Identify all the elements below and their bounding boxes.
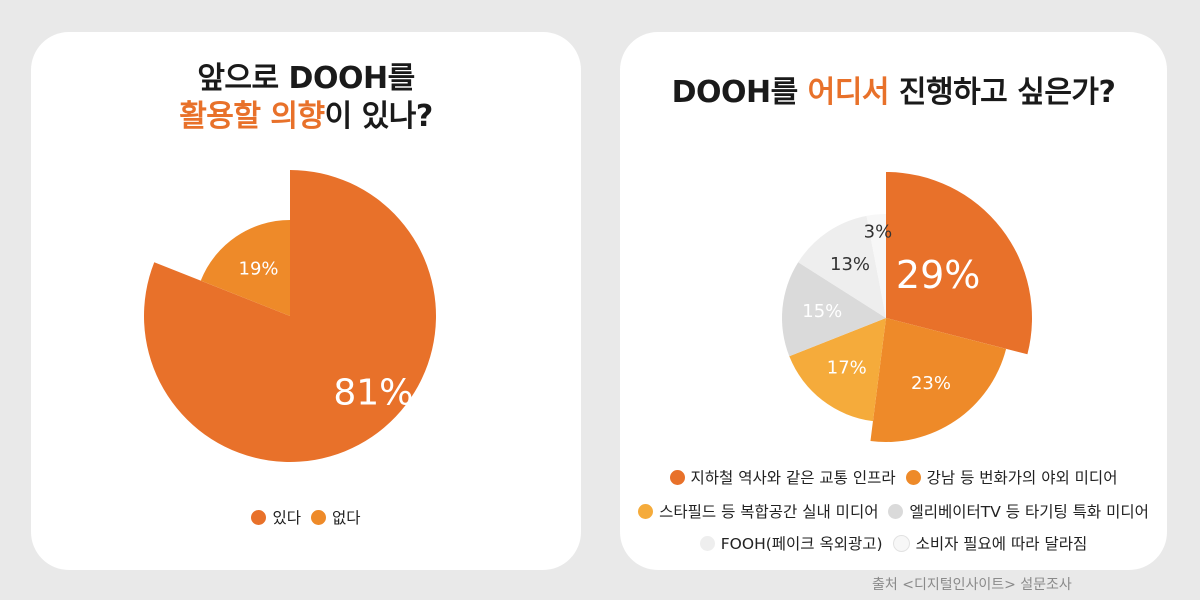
pie-location-slice-4 [782,262,886,357]
pie-location-label-2: 23% [911,373,951,394]
legend-dot-icon [311,509,326,525]
legend-dot-icon [888,503,904,519]
legend-dot-icon [251,509,267,525]
legend-dot-icon [638,503,654,519]
left-title-rest: 이 있나? [324,99,434,134]
legend-location-label-2: 강남 등 번화가의 야외 미디어 [926,469,1118,487]
legend-location-label-5: FOOH(페이크 옥외광고) [720,535,883,553]
right-title: DOOH를 어디서 진행하고 싶은가? [620,74,1167,112]
pie-location-slice-6 [866,214,886,318]
pie-chart-intent: 81% 19% [144,170,437,462]
legend-intent-label-2: 없다 [332,509,361,527]
pie-intent-label-2: 19% [239,259,279,280]
pie-chart-location: 29% 23% 17% 15% 13% 3% [782,172,1032,442]
legend-dot-icon [905,469,921,485]
legend-intent: 있다 없다 [31,506,581,528]
pie-location-label-6: 3% [864,221,893,242]
pie-location-slice-2 [870,318,1007,442]
left-title-line1: 앞으로 DOOH를 [197,61,415,96]
legend-location-item-1: 지하철 역사와 같은 교통 인프라 [669,466,896,488]
left-title-line2: 활용할 의향이 있나? [31,98,581,136]
legend-location-label-3: 스타필드 등 복합공간 실내 미디어 [659,503,879,521]
left-title-accent: 활용할 의향 [179,99,325,134]
legend-dot-icon [669,469,685,485]
right-title-accent: 어디서 [807,75,890,110]
legend-location-item-4: 엘리베이터TV 등 타기팅 특화 미디어 [888,500,1149,522]
pie-intent-label-1: 81% [333,373,413,414]
pie-location-slice-3 [789,318,886,422]
left-title: 앞으로 DOOH를 활용할 의향이 있나? [31,60,581,136]
legend-location-row-1: 지하철 역사와 같은 교통 인프라 강남 등 번화가의 야외 미디어 [620,466,1167,488]
pie-location-label-4: 15% [802,301,842,322]
right-card: DOOH를 어디서 진행하고 싶은가? 29% 23% 17% 15% 13% 3% 지하… [620,32,1167,570]
legend-intent-item-1: 있다 [251,506,301,528]
pie-location-slice-1 [886,172,1032,355]
legend-location-item-5: FOOH(페이크 옥외광고) [699,532,883,554]
legend-dot-icon [892,534,910,552]
legend-location-label-1: 지하철 역사와 같은 교통 인프라 [690,469,896,487]
legend-dot-icon [699,535,715,551]
legend-intent-item-2: 없다 [311,506,361,528]
pie-location-label-5: 13% [830,254,870,275]
legend-location-item-3: 스타필드 등 복합공간 실내 미디어 [638,500,878,522]
legend-location-label-4: 엘리베이터TV 등 타기팅 특화 미디어 [909,503,1149,521]
legend-location-row-2: 스타필드 등 복합공간 실내 미디어 엘리베이터TV 등 타기팅 특화 미디어 [620,500,1167,522]
legend-location-row-3: FOOH(페이크 옥외광고) 소비자 필요에 따라 달라짐 [620,532,1167,554]
legend-location-item-2: 강남 등 번화가의 야외 미디어 [905,466,1118,488]
pie-location-label-3: 17% [827,358,867,379]
left-card: 앞으로 DOOH를 활용할 의향이 있나? 81% 19% 있다 없다 [31,32,581,570]
pie-intent-slice-2 [200,220,290,316]
legend-location-item-6: 소비자 필요에 따라 달라짐 [892,532,1088,554]
pie-location-label-1: 29% [896,253,980,297]
right-title-pre: DOOH를 [671,75,808,110]
legend-intent-label-1: 있다 [272,509,301,527]
legend-location-label-6: 소비자 필요에 따라 달라짐 [915,535,1088,553]
right-title-post: 진행하고 싶은가? [888,75,1116,110]
source-note: 출처 <디지털인사이트> 설문조사 [872,577,1072,593]
pie-location-slice-5 [798,215,886,318]
